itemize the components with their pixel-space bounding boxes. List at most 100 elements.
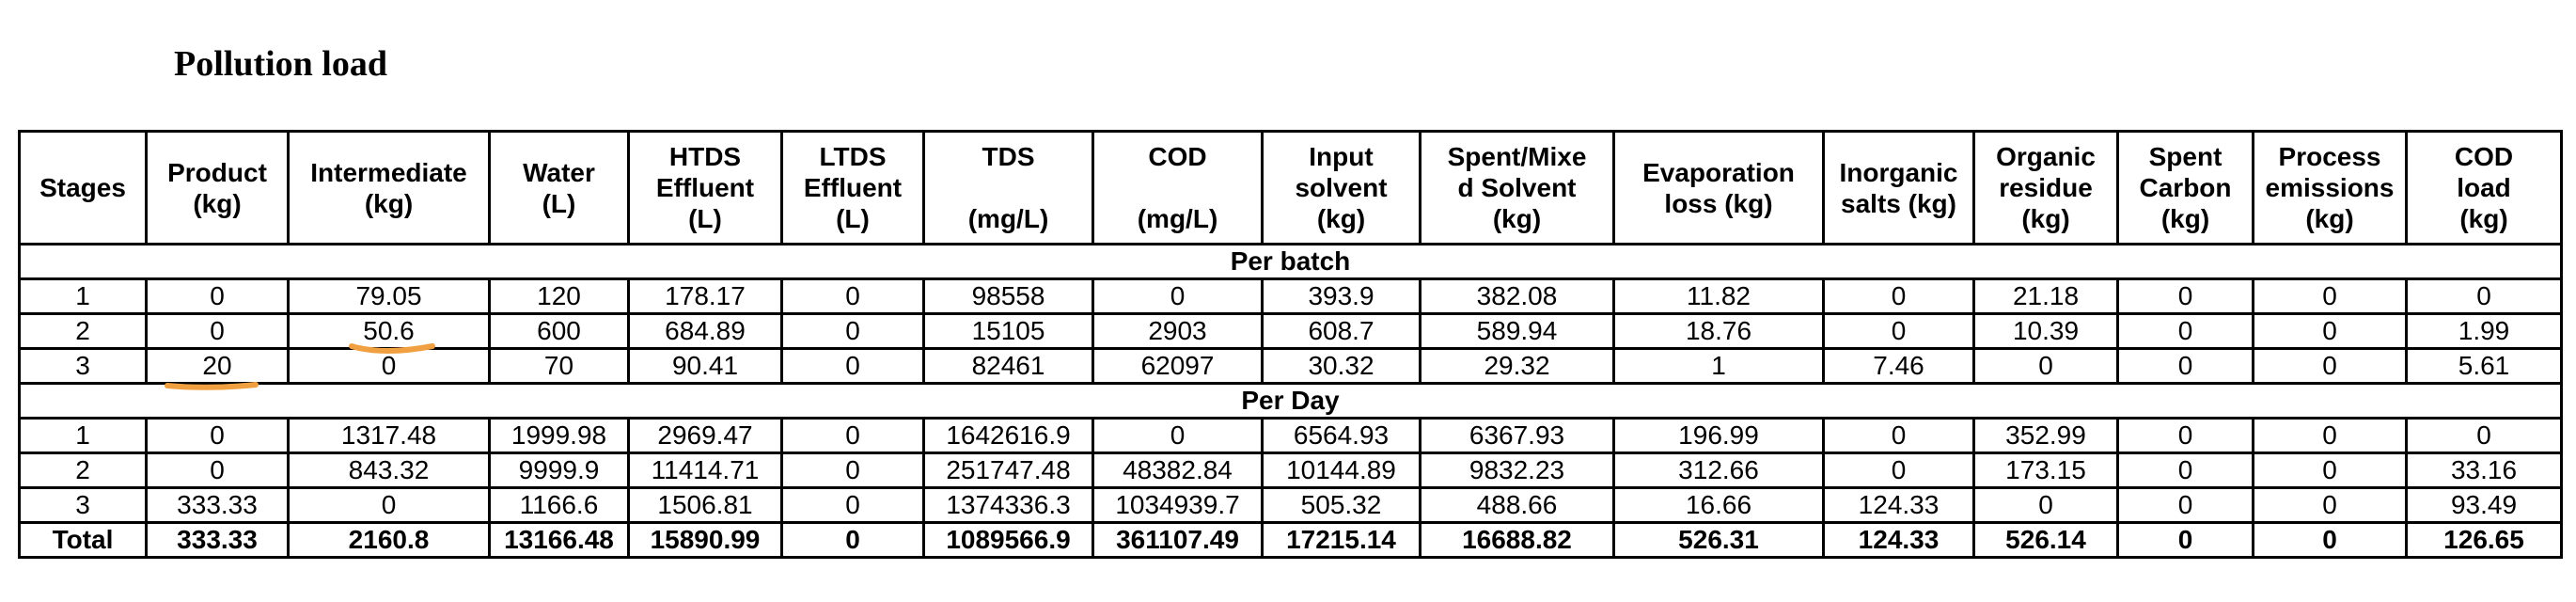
table-cell: 0 — [145, 417, 290, 454]
column-header: Process emissions (kg) — [2252, 130, 2408, 246]
table-cell: 0 — [2405, 417, 2563, 454]
table-cell: 9832.23 — [1419, 452, 1615, 489]
total-cell: 2160.8 — [287, 521, 491, 559]
table-cell: 382.08 — [1419, 277, 1615, 315]
table-cell: 2903 — [1092, 312, 1264, 350]
table-cell: 843.32 — [287, 452, 491, 489]
table-cell: 98558 — [922, 277, 1094, 315]
table-cell: 0 — [1822, 312, 1975, 350]
table-cell: 18.76 — [1612, 312, 1825, 350]
table-cell: 600 — [488, 312, 630, 350]
total-cell: 124.33 — [1822, 521, 1975, 559]
table-row: 1 0 1317.48 1999.98 2969.47 0 1642616.9 0 6564.9… — [18, 417, 2563, 454]
total-cell: 333.33 — [145, 521, 290, 559]
column-header: Evaporation loss (kg) — [1612, 130, 1825, 246]
table-cell: 0 — [2116, 486, 2254, 524]
header-row: Stages Product (kg) Intermediate (kg) Water… — [18, 130, 2563, 246]
total-cell: 1089566.9 — [922, 521, 1094, 559]
table-cell: 93.49 — [2405, 486, 2563, 524]
total-cell: 16688.82 — [1419, 521, 1615, 559]
table-cell: 0 — [2405, 277, 2563, 315]
table-cell: 0 — [2252, 417, 2408, 454]
table-cell: 1999.98 — [488, 417, 630, 454]
column-header: Spent/Mixe d Solvent (kg) — [1419, 130, 1615, 246]
table-cell: 79.05 — [287, 277, 491, 315]
table-cell: 0 — [2252, 452, 2408, 489]
table-cell: 2969.47 — [627, 417, 783, 454]
table-cell: 1166.6 — [488, 486, 630, 524]
table-cell: 1506.81 — [627, 486, 783, 524]
table-cell: 393.9 — [1261, 277, 1422, 315]
column-header: Input solvent (kg) — [1261, 130, 1422, 246]
table-cell: 0 — [2116, 347, 2254, 385]
table-cell: 0 — [780, 417, 925, 454]
table-row: 1 0 79.05 120 178.17 0 98558 0 393.9 382.08 11.82 0… — [18, 277, 2563, 315]
table-cell: 0 — [2252, 277, 2408, 315]
table-cell: 333.33 — [145, 486, 290, 524]
table-cell: 9999.9 — [488, 452, 630, 489]
table-row: 2 0 50.6 600 684.89 0 15105 2903 608.7 589.94 18.7… — [18, 312, 2563, 350]
total-row: Total 333.33 2160.8 13166.48 15890.99 0 108956… — [18, 521, 2563, 559]
table-cell: 3 — [18, 347, 148, 385]
column-header: Water (L) — [488, 130, 630, 246]
table-cell: 0 — [145, 312, 290, 350]
table-cell: 684.89 — [627, 312, 783, 350]
section-label: Per batch — [18, 243, 2563, 280]
table-cell: 1642616.9 — [922, 417, 1094, 454]
table-cell: 0 — [287, 486, 491, 524]
table-cell: 0 — [1092, 417, 1264, 454]
table-cell: 16.66 — [1612, 486, 1825, 524]
table-cell: 0 — [1972, 347, 2119, 385]
table-cell: 1374336.3 — [922, 486, 1094, 524]
total-cell: 0 — [780, 521, 925, 559]
table-cell: 3 — [18, 486, 148, 524]
table-cell: 0 — [2252, 347, 2408, 385]
table-cell: 20 — [145, 347, 290, 385]
table-cell: 120 — [488, 277, 630, 315]
total-cell: 126.65 — [2405, 521, 2563, 559]
table-cell: 0 — [1822, 417, 1975, 454]
total-cell: Total — [18, 521, 148, 559]
table-cell: 70 — [488, 347, 630, 385]
table-cell: 29.32 — [1419, 347, 1615, 385]
column-header: Organic residue (kg) — [1972, 130, 2119, 246]
table-cell: 2 — [18, 452, 148, 489]
table-cell: 33.16 — [2405, 452, 2563, 489]
table-cell: 0 — [780, 452, 925, 489]
table-cell: 196.99 — [1612, 417, 1825, 454]
section-row: Per batch — [18, 243, 2563, 280]
table-cell: 6564.93 — [1261, 417, 1422, 454]
table-cell: 48382.84 — [1092, 452, 1264, 489]
section-label: Per Day — [18, 382, 2563, 420]
column-header: COD load (kg) — [2405, 130, 2563, 246]
table-cell: 505.32 — [1261, 486, 1422, 524]
table-cell: 1 — [1612, 347, 1825, 385]
table-cell: 0 — [780, 312, 925, 350]
table-cell: 0 — [780, 277, 925, 315]
table-row: 3 20 0 70 90.41 0 82461 62097 30.32 29.32 1 7.46 0 0 0… — [18, 347, 2563, 385]
table-cell: 178.17 — [627, 277, 783, 315]
table-cell: 15105 — [922, 312, 1094, 350]
table-cell: 0 — [2116, 277, 2254, 315]
column-header: LTDS Effluent (L) — [780, 130, 925, 246]
table-cell: 0 — [2116, 452, 2254, 489]
table-cell: 50.6 — [287, 312, 491, 350]
column-header: Inorganic salts (kg) — [1822, 130, 1975, 246]
table-cell: 0 — [2252, 312, 2408, 350]
column-header: COD (mg/L) — [1092, 130, 1264, 246]
table-cell: 0 — [287, 347, 491, 385]
total-cell: 526.14 — [1972, 521, 2119, 559]
pollution-load-table: Stages Product (kg) Intermediate (kg) Water… — [18, 130, 2563, 559]
column-header: Stages — [18, 130, 148, 246]
table-cell: 251747.48 — [922, 452, 1094, 489]
table-cell: 488.66 — [1419, 486, 1615, 524]
table-cell: 30.32 — [1261, 347, 1422, 385]
table-cell: 10.39 — [1972, 312, 2119, 350]
table-cell: 1 — [18, 417, 148, 454]
table-cell: 6367.93 — [1419, 417, 1615, 454]
table-cell: 11.82 — [1612, 277, 1825, 315]
table-cell: 1 — [18, 277, 148, 315]
table-cell: 62097 — [1092, 347, 1264, 385]
table-cell: 1317.48 — [287, 417, 491, 454]
table-cell: 0 — [145, 452, 290, 489]
